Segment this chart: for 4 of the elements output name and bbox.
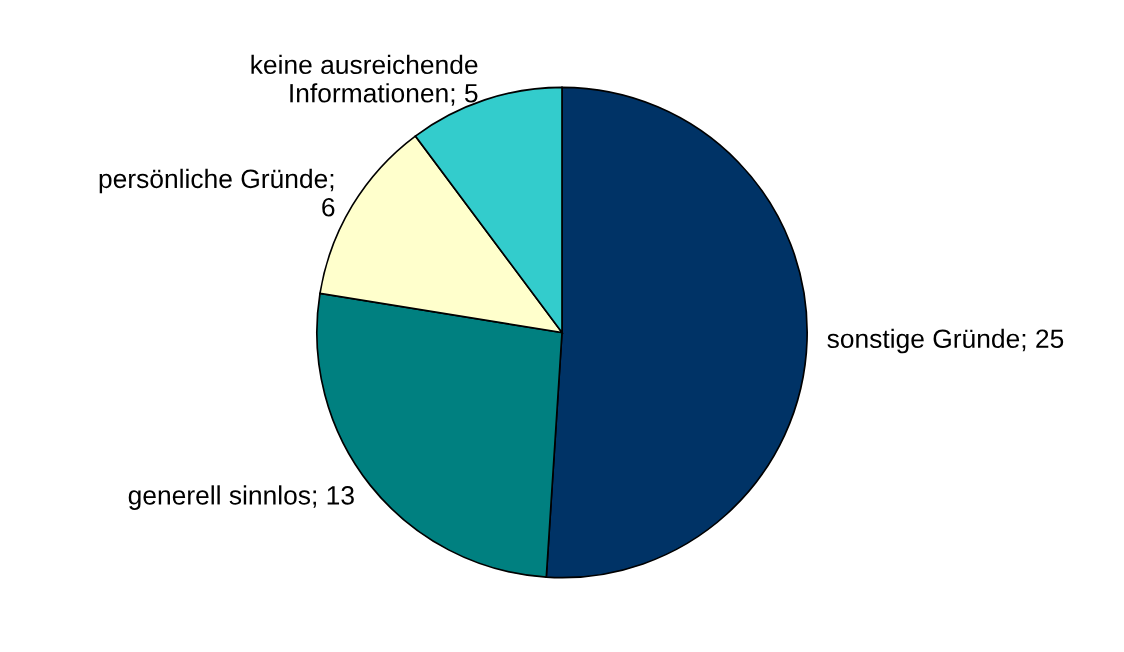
slice-label: generell sinnlos; 13 [128,485,354,510]
slice-label: keine ausreichende Informationen; 5 [251,54,478,106]
slice-label: persönliche Gründe; 6 [99,168,335,217]
slice-label: sonstige Gründe; 25 [827,328,1064,354]
